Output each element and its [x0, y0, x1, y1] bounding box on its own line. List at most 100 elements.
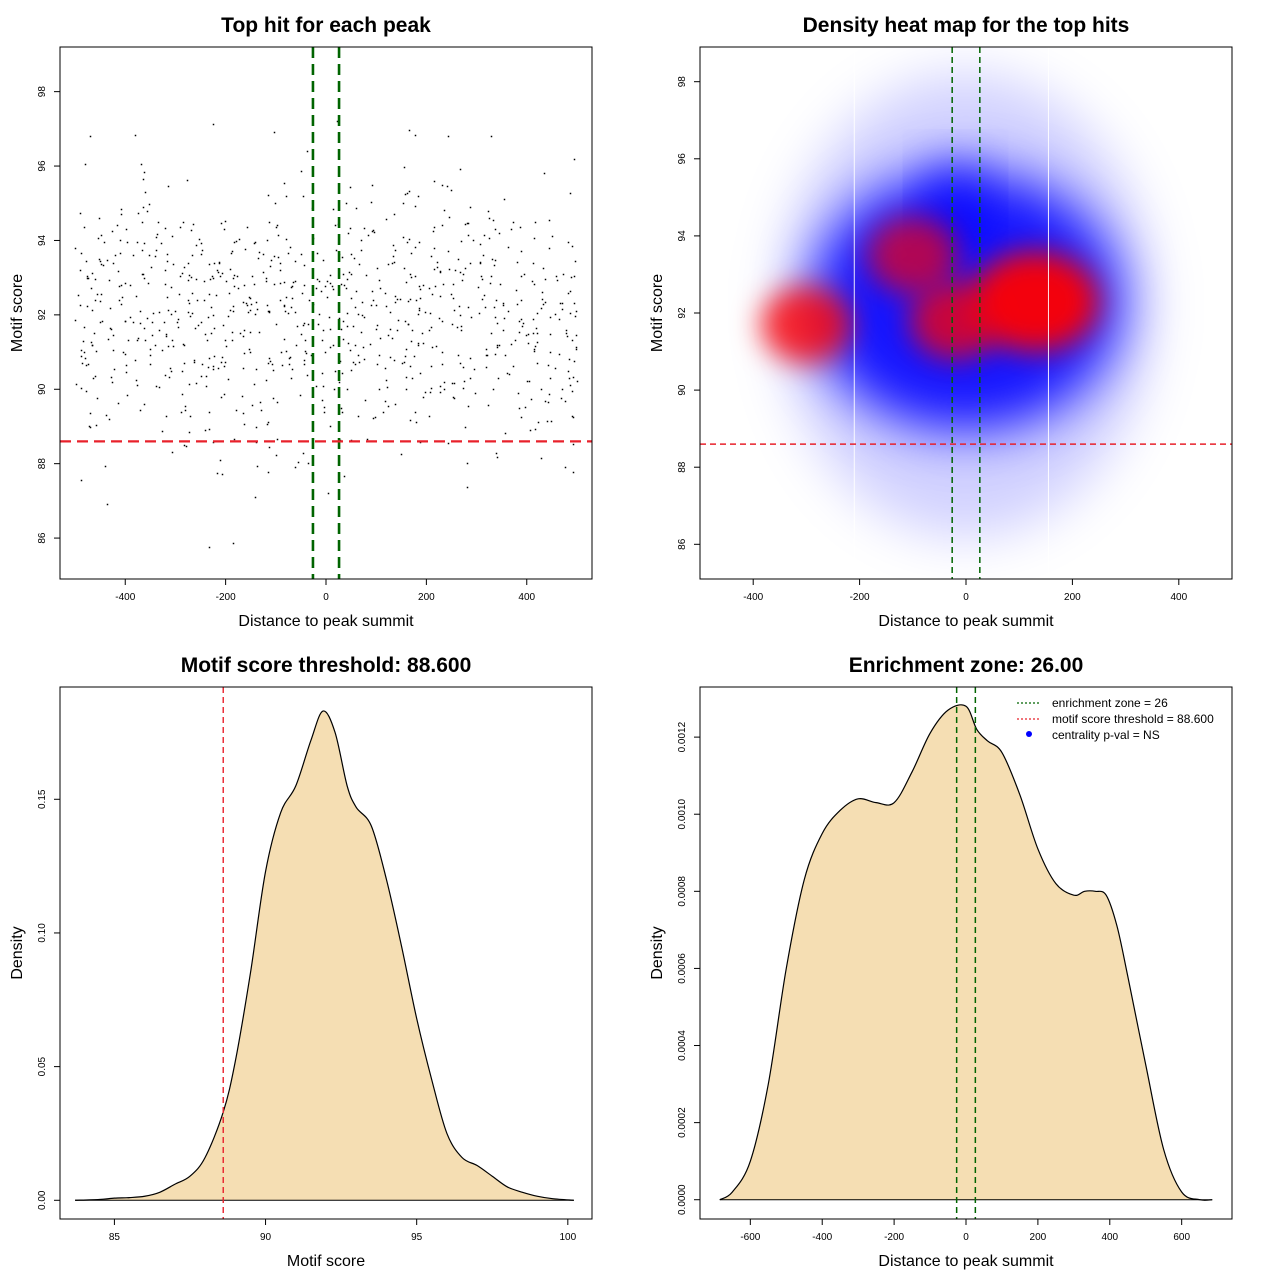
scatter-point [74, 319, 77, 322]
scatter-point [572, 471, 575, 474]
scatter-point [259, 401, 262, 404]
scatter-point [374, 416, 377, 419]
scatter-point [210, 306, 213, 309]
scatter-point [363, 316, 366, 319]
scatter-point [409, 273, 412, 276]
scatter-point [375, 304, 378, 307]
scatter-point [547, 364, 550, 367]
scatter-point [236, 275, 239, 278]
scatter-point [469, 262, 472, 265]
scatter-point [469, 377, 472, 380]
scatter-point [520, 416, 523, 419]
scatter-point [346, 278, 349, 281]
scatter-point [207, 366, 210, 369]
scatter-point [112, 334, 115, 337]
scatter-point [267, 310, 270, 313]
scatter-point [342, 338, 345, 341]
scatter-point [518, 320, 521, 323]
scatter-point [247, 311, 250, 314]
scatter-point [232, 310, 235, 313]
scatter-point [466, 486, 469, 489]
scatter-point [458, 305, 461, 308]
y-tick-label: 94 [677, 230, 688, 242]
scatter-point [108, 418, 111, 421]
scatter-point [350, 273, 353, 276]
scatter-point [257, 257, 260, 260]
scatter-point [567, 241, 570, 244]
scatter-point [267, 471, 270, 474]
scatter-point [328, 316, 331, 319]
scatter-point [200, 375, 203, 378]
scatter-point [514, 339, 517, 342]
scatter-point [220, 361, 223, 364]
scatter-point [141, 273, 144, 276]
scatter-point [502, 304, 505, 307]
scatter-point [185, 445, 188, 448]
scatter-point [262, 271, 265, 274]
scatter-point [358, 361, 361, 364]
scatter-point [272, 397, 275, 400]
scatter-point [517, 392, 520, 395]
scatter-point [401, 362, 404, 365]
scatter-point [487, 210, 490, 213]
scatter-point [188, 274, 191, 277]
scatter-point [385, 305, 388, 308]
scatter-point [345, 202, 348, 205]
scatter-point [530, 398, 533, 401]
scatter-point [149, 363, 152, 366]
scatter-point [179, 226, 182, 229]
scatter-point [294, 311, 297, 314]
scatter-point [375, 328, 378, 331]
scatter-point [346, 312, 349, 315]
scatter-point [346, 388, 349, 391]
scatter-point [186, 179, 189, 182]
scatter-point [225, 280, 228, 283]
scatter-point [294, 260, 297, 263]
scatter-x-label: Distance to peak summit [238, 613, 414, 630]
scatter-point [255, 368, 258, 371]
scatter-point [224, 339, 227, 342]
scatter-point [120, 208, 123, 211]
scatter-point [384, 400, 387, 403]
scatter-point [183, 362, 186, 365]
scatter-point [376, 267, 379, 270]
scatter-point [450, 293, 453, 296]
scatter-point [212, 365, 215, 368]
scatter-point [575, 348, 578, 351]
scatter-point [554, 367, 557, 370]
scatter-point [276, 401, 279, 404]
scatter-point [233, 241, 236, 244]
scatter-point [436, 261, 439, 264]
scatter-point [421, 332, 424, 335]
scatter-point [155, 385, 158, 388]
scatter-point [335, 249, 338, 252]
scatter-point [406, 192, 409, 195]
scatter-point [151, 334, 154, 337]
scatter-point [534, 345, 537, 348]
scatter-point [119, 252, 122, 255]
scatter-point [80, 479, 83, 482]
scatter-point [415, 421, 418, 424]
scatter-point [208, 293, 211, 296]
scatter-point [332, 288, 335, 291]
scatter-point [365, 274, 368, 277]
scatter-point [453, 397, 456, 400]
scatter-point [414, 275, 417, 278]
scatter-point [363, 358, 366, 361]
scatter-point [496, 344, 499, 347]
scatter-point [494, 228, 497, 231]
x-tick-label: 0 [323, 592, 329, 603]
scatter-point [183, 344, 186, 347]
scatter-point [102, 264, 105, 267]
distance-density-y-label: Density [649, 926, 666, 979]
scatter-point [164, 227, 167, 230]
scatter-point [466, 222, 469, 225]
scatter-point [246, 226, 249, 229]
scatter-point [217, 271, 220, 274]
scatter-point [225, 345, 228, 348]
scatter-point [394, 249, 397, 252]
scatter-point [111, 230, 114, 233]
scatter-point [459, 271, 462, 274]
scatter-point [506, 372, 509, 375]
scatter-point [223, 393, 226, 396]
